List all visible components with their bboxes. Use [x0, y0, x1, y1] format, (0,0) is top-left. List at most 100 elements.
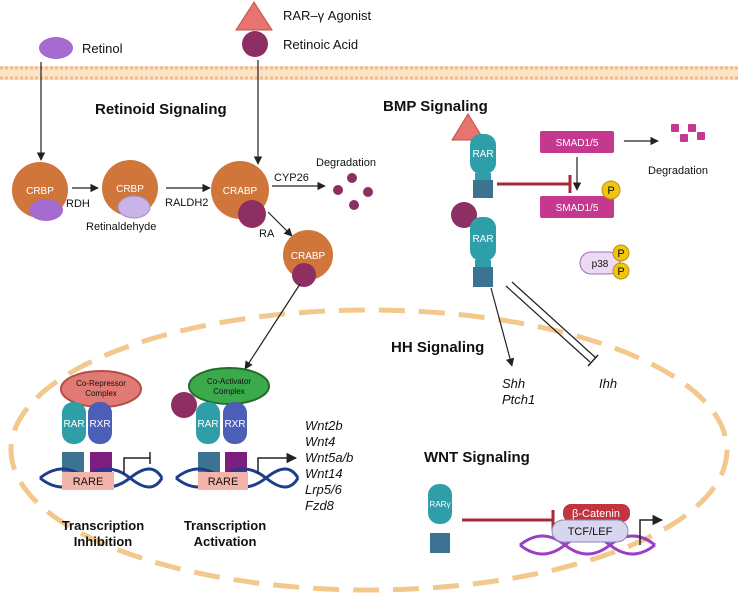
- legend-retinol: Retinol: [82, 41, 123, 56]
- svg-text:P: P: [617, 266, 624, 278]
- cell-membrane: [0, 66, 738, 80]
- label-transcription-activation-1: Transcription: [184, 518, 266, 533]
- legend-retinoic-acid: Retinoic Acid: [283, 37, 358, 52]
- svg-text:Complex: Complex: [213, 387, 245, 396]
- agonist-icon: [451, 113, 485, 141]
- legend-agonist: RAR–γ Agonist: [283, 8, 372, 23]
- gene-ihh: Ihh: [599, 376, 617, 391]
- crabp-ra-complex-cytoplasm: CRABP: [283, 230, 333, 287]
- smad-box: SMAD1/5: [540, 131, 614, 153]
- svg-text:P: P: [607, 185, 614, 197]
- svg-text:Co-Activator: Co-Activator: [207, 377, 251, 386]
- arrow-into-nucleus: [244, 283, 301, 370]
- phosphate-icon: [612, 244, 630, 262]
- bmp-pathway: RAR RAR SMAD1/5 Degradation SMAD: [451, 113, 708, 367]
- gene-ptch1: Ptch1: [502, 392, 535, 407]
- phosphate-icon: [612, 262, 630, 280]
- phospho-smad-box: SMAD1/5 P: [540, 180, 621, 218]
- svg-text:SMAD1/5: SMAD1/5: [556, 138, 599, 149]
- arrow-ra-translocation: [267, 211, 293, 237]
- transcription-inhibition-module: Co-Repressor Complex RAR RXR RARE Transc…: [39, 370, 164, 549]
- svg-text:CRBP: CRBP: [26, 186, 54, 197]
- crbp-retinaldehyde-complex: CRBP: [102, 160, 158, 219]
- agonist-icon: [235, 1, 273, 31]
- svg-text:CRABP: CRABP: [291, 251, 326, 262]
- inhibit-bar-ihh: [587, 354, 599, 367]
- degraded-smad-fragments-icon: [671, 124, 705, 142]
- legend: Retinol RAR–γ Agonist Retinoic Acid: [39, 1, 372, 59]
- svg-text:P: P: [617, 248, 624, 260]
- label-smad-degradation: Degradation: [648, 165, 708, 177]
- target-gene: Wnt5a/b: [305, 450, 353, 465]
- rar-rxr-heterodimer-active: RAR RXR: [196, 402, 247, 472]
- svg-text:Co-Repressor: Co-Repressor: [76, 379, 126, 388]
- title-hh-signaling: HH Signaling: [391, 339, 484, 356]
- beta-catenin-box: β-Catenin: [563, 504, 630, 522]
- nucleus-envelope: [8, 307, 730, 593]
- corepressor-complex: Co-Repressor Complex: [60, 370, 142, 408]
- target-gene: Fzd8: [305, 498, 335, 513]
- svg-text:RARγ: RARγ: [430, 500, 451, 509]
- target-gene: Wnt4: [305, 434, 335, 449]
- rare-element-active: [198, 472, 248, 490]
- label-rdh: RDH: [66, 198, 90, 210]
- title-bmp-signaling: BMP Signaling: [383, 98, 488, 115]
- coactivator-complex: Co-Activator Complex: [188, 367, 270, 405]
- retinoic-acid-icon: [242, 31, 268, 57]
- retinol-icon: [39, 37, 73, 59]
- svg-text:β-Catenin: β-Catenin: [572, 508, 620, 520]
- svg-text:RARE: RARE: [208, 476, 239, 488]
- svg-text:RXR: RXR: [89, 419, 110, 430]
- activate-transcription-arrow: [257, 452, 298, 474]
- svg-text:CRABP: CRABP: [223, 186, 258, 197]
- target-gene: Wnt14: [305, 466, 343, 481]
- target-gene-list: Wnt2b Wnt4 Wnt5a/b Wnt14 Lrp5/6 Fzd8: [305, 418, 353, 513]
- svg-text:RAR: RAR: [472, 234, 493, 245]
- inhibit-transcription-symbol: [123, 457, 150, 474]
- svg-text:p38: p38: [592, 259, 609, 270]
- svg-text:RAR: RAR: [197, 419, 218, 430]
- svg-text:RAR: RAR: [472, 149, 493, 160]
- retinoid-pathway: CRBP RDH CRBP Retinaldehyde RALDH2 CRABP…: [12, 60, 376, 370]
- degraded-ra-fragments-icon: [333, 173, 373, 210]
- rar-gamma-receptor: RARγ: [428, 484, 452, 553]
- svg-text:SMAD1/5: SMAD1/5: [556, 203, 599, 214]
- label-raldh2: RALDH2: [165, 197, 208, 209]
- label-degradation-ra: Degradation: [316, 157, 376, 169]
- target-gene: Wnt2b: [305, 418, 343, 433]
- gene-shh: Shh: [502, 376, 525, 391]
- arrow-rar-to-shh: [490, 287, 515, 367]
- inhibit-rar-to-ihh: [505, 285, 591, 363]
- svg-text:CRBP: CRBP: [116, 184, 144, 195]
- transcription-activation-module: Co-Activator Complex RAR RXR RARE Transc…: [171, 367, 300, 549]
- phosphate-icon: [601, 180, 621, 200]
- retinol-icon: [29, 199, 63, 221]
- wnt-module: RARγ β-Catenin TCF/LEF: [428, 484, 664, 556]
- retinoic-acid-icon: [171, 392, 197, 418]
- inhibit-rar-to-ihh-2: [511, 281, 597, 359]
- label-transcription-inhibition-1: Transcription: [62, 518, 144, 533]
- svg-text:RXR: RXR: [224, 419, 245, 430]
- label-transcription-activation-2: Activation: [194, 534, 257, 549]
- rar-receptor-agonist: RAR: [470, 134, 496, 198]
- crbp-retinol-complex: CRBP: [12, 162, 68, 221]
- p38-kinase: p38 P P: [579, 244, 630, 280]
- retinaldehyde-icon: [117, 195, 151, 219]
- label-transcription-inhibition-2: Inhibition: [74, 534, 133, 549]
- retinoic-acid-icon: [451, 202, 477, 228]
- rar-receptor-ra: RAR: [451, 202, 496, 287]
- label-ra: RA: [259, 228, 275, 240]
- retinoic-acid-icon: [292, 263, 316, 287]
- svg-text:RARE: RARE: [73, 476, 104, 488]
- target-gene: Lrp5/6: [305, 482, 343, 497]
- svg-text:TCF/LEF: TCF/LEF: [568, 526, 613, 538]
- tcf-lef-box: TCF/LEF: [551, 519, 629, 543]
- crabp-ra-complex: CRABP: [211, 161, 269, 228]
- title-wnt-signaling: WNT Signaling: [424, 449, 530, 466]
- rare-element: [62, 472, 114, 490]
- svg-text:RAR: RAR: [63, 419, 84, 430]
- svg-text:Complex: Complex: [85, 389, 117, 398]
- rar-rxr-heterodimer: RAR RXR: [62, 402, 112, 472]
- wnt-transcription-arrow: [639, 514, 664, 545]
